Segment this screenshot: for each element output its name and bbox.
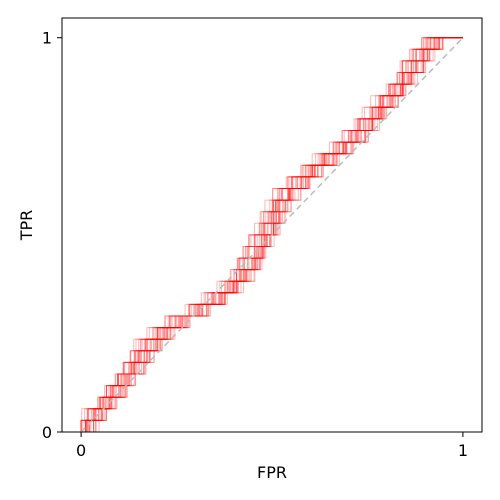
roc-curve-3: [81, 37, 463, 433]
y-tick-label: 0: [42, 423, 52, 442]
roc-curve-25: [80, 37, 463, 432]
roc-curve-22: [81, 37, 463, 433]
roc-curve-21: [81, 37, 463, 433]
roc-curve-30: [81, 37, 463, 433]
roc-curves: [80, 37, 463, 433]
roc-curve-10: [81, 37, 463, 433]
roc-curve-16: [81, 37, 463, 433]
roc-curve-20: [80, 37, 463, 432]
x-axis-label: FPR: [257, 463, 287, 482]
x-tick-label: 0: [76, 441, 86, 460]
roc-curve-8: [81, 37, 463, 433]
y-axis-ticks: 01: [42, 29, 62, 442]
plot-area: [62, 18, 482, 432]
roc-curve-6: [81, 37, 463, 433]
roc-curve-1: [81, 37, 463, 433]
roc-curve-15: [80, 37, 463, 432]
roc-curve-12: [81, 37, 463, 433]
roc-curve-9: [81, 37, 463, 433]
axes-frame: [61, 17, 483, 433]
roc-curve-24: [80, 37, 463, 432]
roc-curve-13: [81, 37, 463, 433]
y-axis-label: TPR: [17, 210, 36, 242]
roc-curve-27: [81, 37, 463, 433]
roc-curve-18: [81, 37, 463, 433]
x-tick-label: 1: [458, 441, 468, 460]
y-tick-label: 1: [42, 29, 52, 48]
roc-curve-4: [81, 37, 463, 433]
chance-reference-line: [80, 37, 464, 433]
roc-curve-2: [81, 37, 463, 433]
roc-curve-17: [80, 37, 463, 432]
roc-curve-5: [80, 37, 463, 432]
roc-curve-23: [81, 37, 463, 433]
roc-curve-19: [81, 37, 463, 433]
roc-curve-11: [81, 37, 463, 433]
roc-curve-29: [81, 37, 463, 433]
